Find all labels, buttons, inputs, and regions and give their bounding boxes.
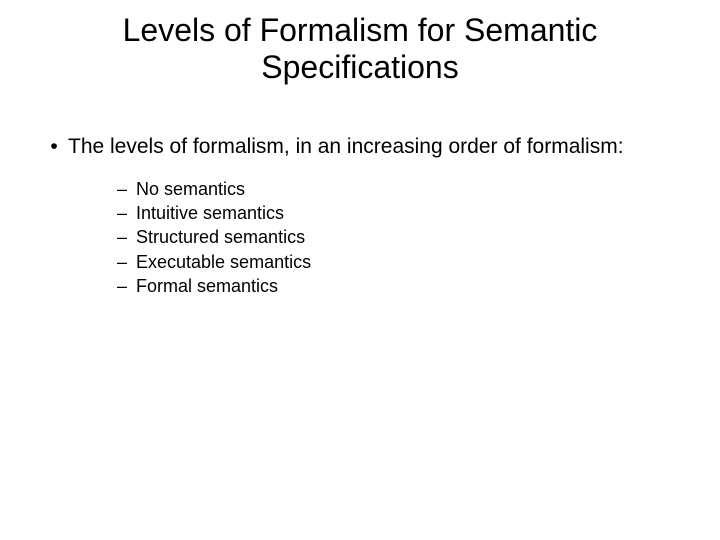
- list-item: – Structured semantics: [108, 225, 720, 249]
- list-item-label: No semantics: [136, 177, 245, 201]
- bullet-level-1: • The levels of formalism, in an increas…: [40, 134, 720, 159]
- list-item-label: Formal semantics: [136, 274, 278, 298]
- slide-body: • The levels of formalism, in an increas…: [0, 134, 720, 299]
- list-item-label: Intuitive semantics: [136, 201, 284, 225]
- intro-text: The levels of formalism, in an increasin…: [68, 134, 624, 159]
- dash-icon: –: [108, 177, 136, 201]
- dash-icon: –: [108, 225, 136, 249]
- list-item-label: Executable semantics: [136, 250, 311, 274]
- dash-icon: –: [108, 274, 136, 298]
- list-item: – No semantics: [108, 177, 720, 201]
- list-item: – Executable semantics: [108, 250, 720, 274]
- dash-icon: –: [108, 250, 136, 274]
- list-item: – Intuitive semantics: [108, 201, 720, 225]
- level-2-list: – No semantics – Intuitive semantics – S…: [40, 177, 720, 298]
- dash-icon: –: [108, 201, 136, 225]
- slide: Levels of Formalism for Semantic Specifi…: [0, 0, 720, 540]
- slide-title: Levels of Formalism for Semantic Specifi…: [60, 0, 660, 86]
- list-item: – Formal semantics: [108, 274, 720, 298]
- bullet-icon: •: [40, 134, 68, 159]
- list-item-label: Structured semantics: [136, 225, 305, 249]
